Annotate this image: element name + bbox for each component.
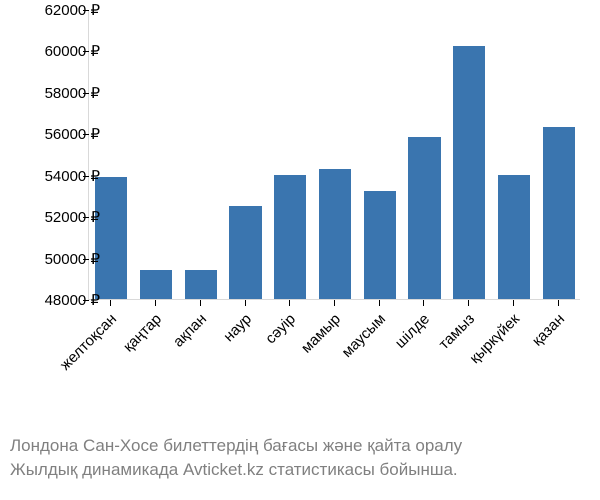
x-axis-label: қаңтар bbox=[80, 310, 166, 396]
y-axis-label: 50000 ₽ bbox=[45, 250, 100, 268]
bar bbox=[185, 270, 217, 299]
bar bbox=[498, 175, 530, 299]
bar bbox=[95, 177, 127, 299]
x-tick bbox=[155, 300, 156, 306]
x-tick bbox=[110, 300, 111, 306]
x-axis-label: тамыз bbox=[393, 310, 479, 396]
caption-line-1: Лондона Сан-Хосе билеттердің бағасы және… bbox=[0, 436, 600, 456]
bar bbox=[319, 169, 351, 300]
bar bbox=[408, 137, 440, 299]
x-tick bbox=[245, 300, 246, 306]
y-axis-label: 58000 ₽ bbox=[45, 84, 100, 102]
x-axis-label: қазан bbox=[482, 310, 568, 396]
y-axis-label: 60000 ₽ bbox=[45, 42, 100, 60]
x-tick bbox=[289, 300, 290, 306]
y-axis-label: 56000 ₽ bbox=[45, 125, 100, 143]
y-axis-label: 48000 ₽ bbox=[45, 291, 100, 309]
x-axis-label: сәуір bbox=[214, 310, 300, 396]
x-axis-label: желтоқсан bbox=[35, 310, 121, 396]
x-tick-row bbox=[88, 300, 580, 306]
bar bbox=[140, 270, 172, 299]
bar bbox=[543, 127, 575, 299]
bar bbox=[364, 191, 396, 299]
y-axis-label: 52000 ₽ bbox=[45, 208, 100, 226]
bar bbox=[229, 206, 261, 299]
caption-line-2: Жылдық динамикада Avticket.kz статистика… bbox=[0, 460, 600, 480]
x-tick bbox=[200, 300, 201, 306]
y-axis-label: 54000 ₽ bbox=[45, 167, 100, 185]
bar bbox=[274, 175, 306, 299]
x-axis-label: маусым bbox=[303, 310, 389, 396]
y-axis-label: 62000 ₽ bbox=[45, 1, 100, 19]
x-axis-label: наур bbox=[169, 310, 255, 396]
plot-area bbox=[88, 10, 580, 300]
x-axis-label: шілде bbox=[348, 310, 434, 396]
x-axis-label: ақпан bbox=[124, 310, 210, 396]
x-tick bbox=[334, 300, 335, 306]
x-tick bbox=[379, 300, 380, 306]
x-tick bbox=[423, 300, 424, 306]
x-tick bbox=[513, 300, 514, 306]
price-chart: Лондона Сан-Хосе билеттердің бағасы және… bbox=[0, 0, 600, 500]
x-tick bbox=[468, 300, 469, 306]
x-tick bbox=[558, 300, 559, 306]
bar bbox=[453, 46, 485, 299]
x-axis-label: мамыр bbox=[258, 310, 344, 396]
x-axis-label: қыркүйек bbox=[437, 310, 523, 396]
